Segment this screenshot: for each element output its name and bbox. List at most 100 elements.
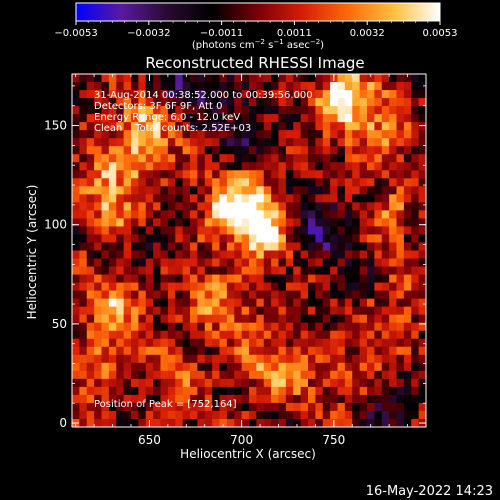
heatmap-cell (359, 282, 368, 292)
heatmap-cell (226, 178, 235, 187)
heatmap-cell (315, 202, 324, 211)
heatmap-cell (271, 306, 279, 316)
heatmap-cell (330, 162, 338, 171)
heatmap-cell (352, 314, 361, 324)
heatmap-cell (204, 210, 213, 219)
heatmap-cell (197, 74, 206, 83)
heatmap-cell (167, 242, 176, 251)
heatmap-cell (241, 258, 250, 267)
heatmap-cell (367, 418, 375, 428)
heatmap-cell (108, 226, 117, 235)
heatmap-cell (219, 386, 228, 396)
heatmap-cell (308, 362, 316, 372)
heatmap-cell (411, 74, 420, 83)
heatmap-cell (315, 106, 324, 115)
heatmap-cell (234, 418, 243, 428)
heatmap-cell (300, 250, 309, 259)
heatmap-cell (241, 130, 250, 139)
heatmap-cell (131, 218, 139, 227)
heatmap-cell (308, 338, 316, 348)
heatmap-cell (367, 122, 375, 131)
heatmap-cell (226, 242, 235, 251)
heatmap-cell (175, 314, 184, 324)
heatmap-cell (367, 234, 375, 243)
heatmap-cell (256, 74, 265, 83)
heatmap-cell (418, 290, 427, 300)
heatmap-cell (337, 114, 346, 123)
heatmap-cell (212, 306, 220, 316)
heatmap-cell (190, 306, 198, 316)
heatmap-cell (403, 402, 412, 412)
heatmap-cell (374, 218, 383, 227)
heatmap-cell (389, 306, 397, 316)
heatmap-cell (226, 98, 235, 107)
heatmap-cell (212, 242, 220, 251)
heatmap-cell (226, 170, 235, 179)
heatmap-cell (94, 242, 102, 251)
heatmap-cell (389, 82, 397, 91)
heatmap-cell (278, 250, 287, 259)
heatmap-cell (182, 210, 191, 219)
heatmap-cell (359, 122, 368, 131)
heatmap-cell (411, 106, 420, 115)
heatmap-cell (212, 394, 220, 404)
heatmap-cell (86, 114, 95, 123)
heatmap-cell (293, 378, 302, 388)
heatmap-cell (72, 322, 80, 332)
heatmap-cell (396, 234, 405, 243)
heatmap-cell (285, 386, 294, 396)
heatmap-cell (278, 338, 287, 348)
heatmap-cell (197, 306, 206, 316)
heatmap-cell (285, 98, 294, 107)
heatmap-cell (418, 114, 427, 123)
heatmap-cell (249, 338, 257, 348)
heatmap-cell (219, 322, 228, 332)
heatmap-cell (285, 106, 294, 115)
heatmap-cell (138, 322, 147, 332)
heatmap-cell (337, 290, 346, 300)
heatmap-cell (411, 210, 420, 219)
heatmap-cell (359, 114, 368, 123)
heatmap-cell (86, 330, 95, 340)
heatmap-cell (190, 250, 198, 259)
heatmap-cell (411, 322, 420, 332)
heatmap-cell (374, 362, 383, 372)
heatmap-cell (219, 330, 228, 340)
heatmap-cell (308, 346, 316, 356)
heatmap-cell (94, 162, 102, 171)
heatmap-cell (322, 274, 331, 283)
heatmap-cell (241, 402, 250, 412)
heatmap-cell (256, 162, 265, 171)
heatmap-cell (79, 338, 88, 348)
heatmap-cell (389, 178, 397, 187)
heatmap-cell (131, 234, 139, 243)
heatmap-cell (219, 242, 228, 251)
heatmap-cell (138, 194, 147, 203)
heatmap-cell (101, 394, 110, 404)
heatmap-cell (182, 138, 191, 147)
heatmap-cell (175, 122, 184, 131)
colorbar-tick-label: −0.0053 (54, 28, 97, 39)
heatmap-cell (344, 218, 353, 227)
heatmap-cell (167, 218, 176, 227)
heatmap-cell (396, 146, 405, 155)
heatmap-cell (411, 170, 420, 179)
heatmap-cell (204, 362, 213, 372)
heatmap-cell (190, 138, 198, 147)
heatmap-cell (396, 322, 405, 332)
heatmap-cell (315, 82, 324, 91)
heatmap-cell (234, 386, 243, 396)
heatmap-cell (249, 290, 257, 300)
heatmap-cell (145, 354, 154, 364)
heatmap-cell (72, 162, 80, 171)
heatmap-cell (116, 410, 125, 420)
heatmap-cell (197, 370, 206, 380)
heatmap-cell (337, 106, 346, 115)
heatmap-cell (219, 186, 228, 195)
heatmap-cell (381, 402, 390, 412)
heatmap-cell (315, 146, 324, 155)
heatmap-cell (293, 194, 302, 203)
observation-info: 31-Aug-2014 00:38:52.000 to 00:39:56.000… (94, 90, 313, 134)
heatmap-cell (389, 258, 397, 267)
heatmap-cell (352, 378, 361, 388)
